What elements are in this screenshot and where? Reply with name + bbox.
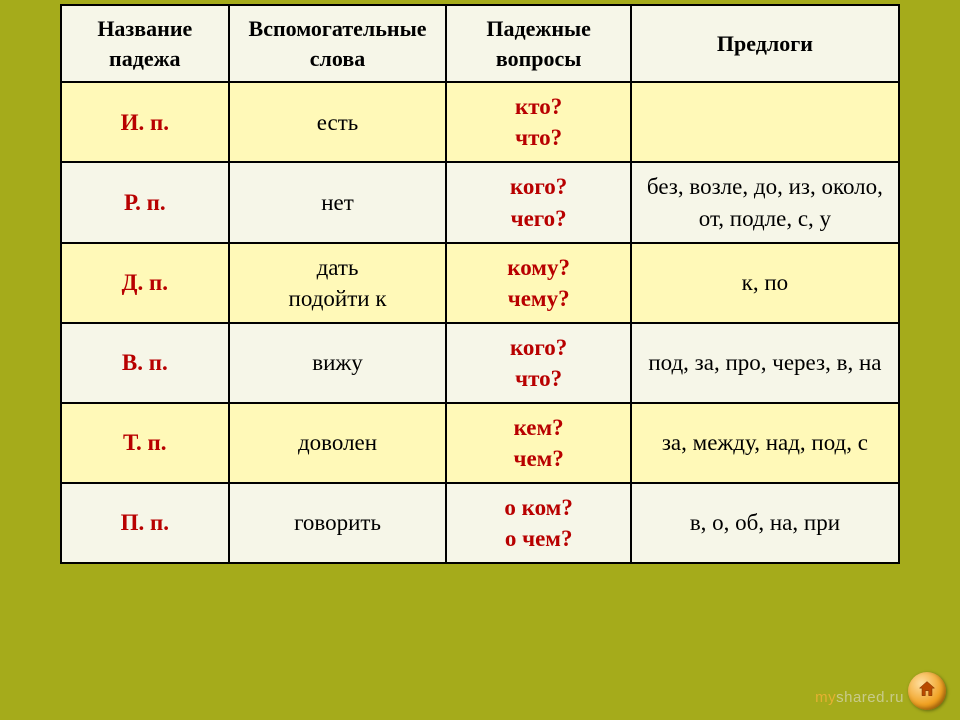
cell-questions: кого?что?	[446, 323, 630, 403]
cell-case: Д. п.	[61, 243, 229, 323]
home-button[interactable]	[908, 672, 946, 710]
cell-helper: вижу	[229, 323, 447, 403]
col-header-prepositions: Предлоги	[631, 5, 899, 82]
cell-case: П. п.	[61, 483, 229, 563]
col-header-questions: Падежныевопросы	[446, 5, 630, 82]
col-header-case: Названиепадежа	[61, 5, 229, 82]
table-body: И. п. есть кто?что? Р. п. нет кого?чего?…	[61, 82, 899, 563]
watermark-suffix: shared.ru	[836, 689, 904, 706]
cell-questions: кем?чем?	[446, 403, 630, 483]
table-row: Д. п. датьподойти к кому?чему? к, по	[61, 243, 899, 323]
cases-table: Названиепадежа Вспомогательныеслова Паде…	[60, 4, 900, 564]
cell-case: В. п.	[61, 323, 229, 403]
cell-questions: кому?чему?	[446, 243, 630, 323]
table-row: П. п. говорить о ком?о чем? в, о, об, на…	[61, 483, 899, 563]
cell-helper: датьподойти к	[229, 243, 447, 323]
table-row: Т. п. доволен кем?чем? за, между, над, п…	[61, 403, 899, 483]
cell-case: Р. п.	[61, 162, 229, 242]
home-icon	[917, 679, 937, 704]
watermark-prefix: my	[815, 689, 836, 706]
cell-helper: есть	[229, 82, 447, 162]
table-header-row: Названиепадежа Вспомогательныеслова Паде…	[61, 5, 899, 82]
cases-table-container: Названиепадежа Вспомогательныеслова Паде…	[0, 0, 960, 568]
cell-prepositions: в, о, об, на, при	[631, 483, 899, 563]
cell-prepositions	[631, 82, 899, 162]
table-row: В. п. вижу кого?что? под, за, про, через…	[61, 323, 899, 403]
watermark: myshared.ru	[815, 689, 904, 706]
table-row: Р. п. нет кого?чего? без, возле, до, из,…	[61, 162, 899, 242]
cell-questions: кого?чего?	[446, 162, 630, 242]
cell-prepositions: к, по	[631, 243, 899, 323]
cell-helper: нет	[229, 162, 447, 242]
cell-prepositions: без, возле, до, из, около, от, подле, с,…	[631, 162, 899, 242]
cell-helper: говорить	[229, 483, 447, 563]
cell-case: Т. п.	[61, 403, 229, 483]
table-row: И. п. есть кто?что?	[61, 82, 899, 162]
cell-questions: о ком?о чем?	[446, 483, 630, 563]
cell-questions: кто?что?	[446, 82, 630, 162]
cell-prepositions: за, между, над, под, с	[631, 403, 899, 483]
col-header-helper: Вспомогательныеслова	[229, 5, 447, 82]
cell-prepositions: под, за, про, через, в, на	[631, 323, 899, 403]
cell-case: И. п.	[61, 82, 229, 162]
cell-helper: доволен	[229, 403, 447, 483]
